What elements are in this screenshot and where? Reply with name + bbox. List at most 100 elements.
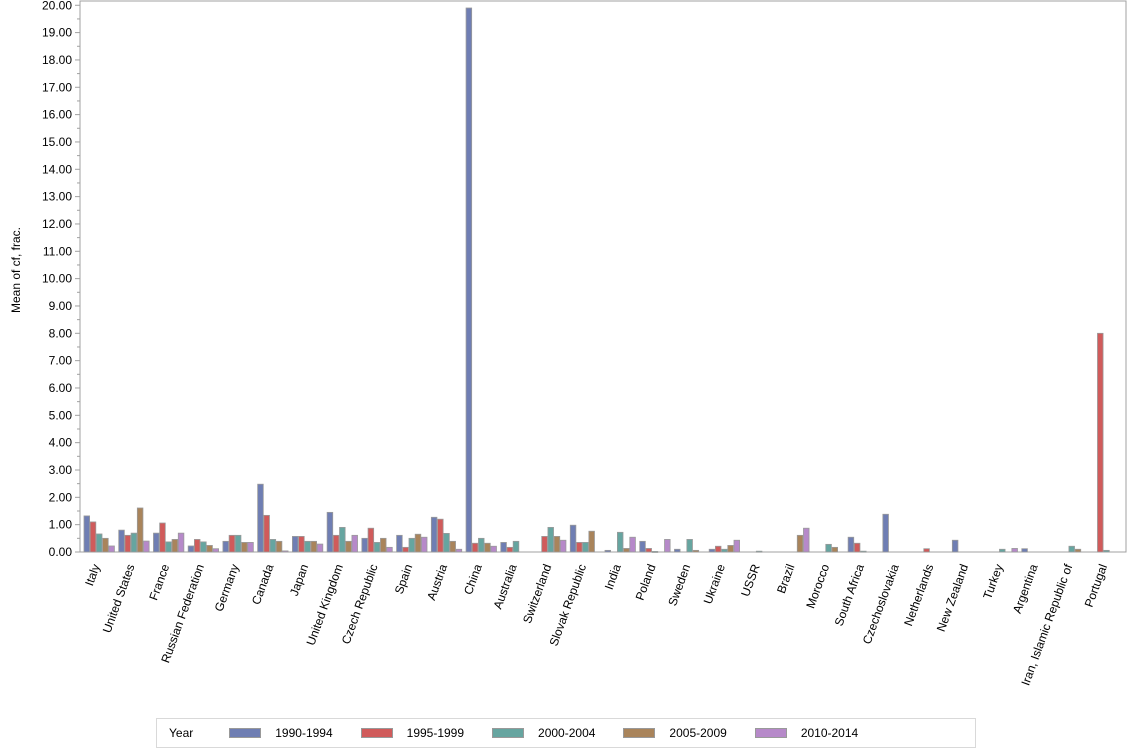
bar (124, 534, 131, 553)
bar (1021, 548, 1028, 553)
bar (351, 534, 358, 553)
legend-swatch (754, 728, 787, 738)
bar (153, 532, 160, 553)
bar (639, 540, 646, 553)
y-axis-label: Mean of cf, frac. (9, 227, 23, 313)
bar (171, 539, 179, 553)
legend-swatch (229, 728, 262, 738)
bar (882, 513, 889, 553)
y-tick-label: 10.00 (42, 272, 72, 286)
bar (345, 540, 352, 553)
bar (692, 549, 700, 553)
y-tick-label: 9.00 (49, 299, 73, 313)
bar (1103, 549, 1110, 553)
bar (733, 539, 740, 553)
bar (247, 542, 254, 553)
bar (617, 531, 624, 553)
bar (108, 545, 115, 553)
bar (241, 542, 248, 553)
x-tick-label: Turkey (980, 562, 1006, 601)
bar (177, 532, 185, 553)
bar (651, 551, 659, 553)
x-tick-label: India (602, 562, 624, 592)
legend-item: 1990-1994 (229, 726, 333, 740)
bar (715, 545, 722, 553)
y-tick-label: 18.00 (42, 53, 72, 67)
y-tick-label: 1.00 (49, 518, 73, 532)
bar (478, 537, 485, 553)
y-tick-label: 11.00 (43, 244, 72, 258)
bar (437, 518, 444, 553)
bar (414, 533, 422, 553)
bar (420, 536, 428, 553)
bar (396, 534, 403, 553)
x-tick-label: Japan (287, 562, 311, 598)
legend-item: 2010-2014 (754, 726, 858, 740)
legend-label: 1990-1994 (275, 726, 333, 740)
bar (326, 511, 334, 553)
bar (367, 527, 375, 553)
legend-label: 2005-2009 (669, 726, 727, 740)
bar (645, 548, 652, 553)
bar (500, 542, 507, 553)
bar (512, 540, 520, 553)
bars (83, 7, 1110, 553)
bar (588, 530, 595, 553)
x-tick-label: United States (100, 562, 138, 634)
x-tick-label: Germany (212, 562, 242, 613)
legend-swatch (623, 728, 656, 738)
bar (159, 522, 166, 553)
bar (484, 542, 491, 553)
x-tick-label: Ukraine (701, 562, 728, 606)
y-tick-label: 15.00 (42, 135, 72, 149)
x-tick-label: Argentina (1010, 562, 1041, 615)
y-tick-label: 8.00 (49, 326, 73, 340)
bar (629, 536, 636, 553)
bar (83, 515, 90, 553)
bar (143, 540, 150, 553)
bar (853, 542, 861, 553)
bar (582, 542, 589, 553)
bar (443, 533, 450, 553)
x-tick-label: Italy (82, 562, 103, 587)
bar (1068, 545, 1075, 553)
bar (402, 546, 409, 553)
bar (1097, 332, 1104, 553)
x-tick-label: Austria (424, 562, 450, 602)
x-tick-label: Czech Republic (339, 562, 381, 646)
legend-label: 1995-1999 (406, 726, 465, 740)
bar (118, 529, 125, 553)
x-tick-label: Spain (392, 562, 416, 596)
x-tick-label: Australia (490, 562, 519, 611)
x-tick-label: Canada (249, 562, 277, 607)
x-tick-label: Czechoslovakia (860, 562, 902, 646)
bar (212, 548, 219, 553)
legend-item: 1995-1999 (360, 726, 465, 740)
bar (165, 541, 172, 553)
bar (200, 541, 207, 553)
y-tick-label: 12.00 (42, 217, 72, 231)
x-tick-label: Morocco (803, 562, 832, 610)
bar (193, 539, 201, 553)
legend-swatch (360, 728, 393, 738)
bar (1011, 548, 1018, 553)
y-tick-label: 20.00 (42, 0, 72, 12)
bar (222, 540, 229, 553)
y-tick-label: 16.00 (42, 108, 72, 122)
y-tick-label: 7.00 (49, 354, 73, 368)
bar (304, 540, 311, 553)
bar (373, 542, 381, 553)
legend-swatch (492, 728, 525, 738)
bar (234, 534, 242, 553)
bar (951, 539, 959, 553)
bar (559, 539, 567, 553)
bar-chart: 0.00 1.00 2.00 3.00 4.00 5.00 6.00 7.00 8.00 9.00… (9, 0, 1127, 688)
y-tick-label: 2.00 (49, 490, 73, 504)
y-tick-label: 13.00 (42, 190, 72, 204)
x-tick-label: Sweden (665, 562, 693, 608)
legend: Year 1990-1994 1995-1999 2000-2004 2005-200… (156, 718, 976, 748)
bar (803, 527, 810, 553)
bar (796, 534, 804, 553)
bar (727, 545, 734, 553)
